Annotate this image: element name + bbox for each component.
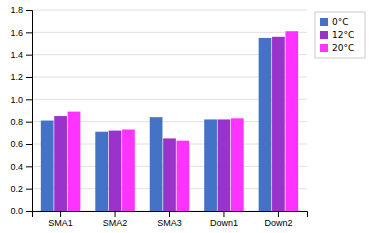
x-tick-label: SMA2 (103, 218, 128, 228)
grid-line (32, 32, 307, 33)
legend-frame (315, 12, 365, 58)
y-tick-label: 0.4 (10, 162, 23, 172)
y-tick-mark (26, 32, 32, 33)
x-tick-label: Down2 (264, 218, 292, 228)
x-tick-mark (60, 211, 61, 217)
y-tick: 0.8 (10, 117, 32, 127)
bar (54, 116, 67, 211)
y-tick: 0.2 (10, 184, 32, 194)
y-tick: 1.0 (10, 95, 32, 105)
bar (231, 118, 244, 211)
bar (285, 31, 298, 211)
bar (204, 119, 217, 211)
x-tick: SMA1 (48, 211, 73, 228)
y-tick-label: 0.2 (10, 184, 23, 194)
y-tick: 1.8 (10, 5, 32, 15)
x-tick: SMA2 (103, 211, 128, 228)
legend-label: 12°C (332, 30, 354, 40)
legend-item: 20°C (320, 43, 354, 53)
y-tick-label: 1.6 (10, 28, 23, 38)
y-tick: 0.0 (10, 206, 32, 216)
y-tick: 1.2 (10, 72, 32, 82)
y-tick-label: 1.0 (10, 95, 23, 105)
x-tick-label: Down1 (210, 218, 238, 228)
bar (218, 119, 231, 211)
y-tick: 0.4 (10, 162, 32, 172)
legend-swatch (320, 31, 328, 39)
y-tick-mark (26, 189, 32, 190)
x-tick-mark (223, 211, 224, 217)
bar (68, 112, 81, 211)
y-tick-label: 0.8 (10, 117, 23, 127)
legend-swatch (320, 44, 328, 52)
x-tick-label: SMA1 (48, 218, 73, 228)
bar (259, 38, 272, 211)
x-tick-mark (115, 211, 116, 217)
legend-label: 0°C (332, 17, 349, 27)
legend: 0°C 12°C 20°C (315, 12, 365, 58)
bar-series (68, 31, 299, 211)
y-axis-line (26, 11, 33, 212)
y-axis: 0.0 0.2 0.4 0.6 0.8 1.0 1.2 1.4 1.6 1.8 (10, 5, 32, 216)
y-tick-mark (26, 77, 32, 78)
y-tick: 0.6 (10, 139, 32, 149)
bar (109, 131, 122, 211)
x-tick-mark (169, 211, 170, 217)
x-tick: Down2 (264, 211, 292, 228)
y-tick-label: 1.2 (10, 72, 23, 82)
y-tick-label: 0.0 (10, 206, 23, 216)
legend-swatch (320, 18, 328, 26)
y-tick-label: 1.8 (10, 5, 23, 15)
y-tick-mark (26, 99, 32, 100)
y-tick-mark (26, 211, 32, 212)
bar-series (41, 38, 272, 211)
legend-item: 12°C (320, 30, 354, 40)
bar (122, 129, 135, 211)
chart: 0.00.20.40.60.81.01.21.41.61.8SMA1SMA2SM… (0, 0, 369, 233)
bar (163, 138, 176, 211)
bar (95, 132, 108, 211)
x-tick: SMA3 (157, 211, 182, 228)
x-tick: Down1 (210, 211, 238, 228)
bars (41, 31, 298, 211)
y-tick-mark (26, 55, 32, 56)
y-tick-mark (26, 10, 32, 11)
y-tick-label: 1.4 (10, 50, 23, 60)
bar-series (54, 37, 285, 211)
legend-label: 20°C (332, 43, 354, 53)
y-tick: 1.4 (10, 50, 32, 60)
x-tick-mark (278, 211, 279, 217)
y-tick-label: 0.6 (10, 139, 23, 149)
grid-line (32, 10, 307, 11)
x-axis: SMA1 SMA2 SMA3 Down1 Down2 (33, 211, 308, 228)
grid (32, 10, 307, 211)
y-tick-mark (26, 144, 32, 145)
x-tick-label: SMA3 (157, 218, 182, 228)
bar (177, 141, 190, 211)
y-tick-mark (26, 166, 32, 167)
bar (41, 121, 54, 211)
bar (150, 117, 163, 211)
legend-item: 0°C (320, 17, 349, 27)
y-tick-mark (26, 122, 32, 123)
bar (272, 37, 285, 211)
y-tick: 1.6 (10, 28, 32, 38)
x-axis-line (33, 212, 308, 218)
plot: 0.00.20.40.60.81.01.21.41.61.8SMA1SMA2SM… (10, 5, 307, 228)
